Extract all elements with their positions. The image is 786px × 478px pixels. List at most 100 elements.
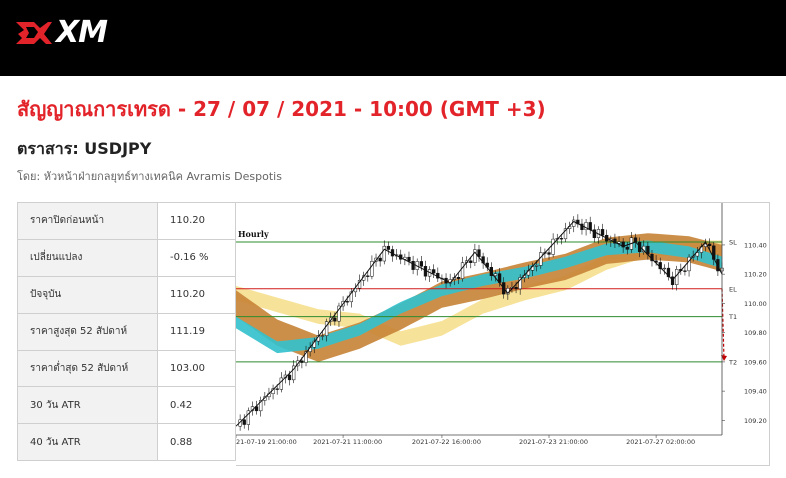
- stat-label: ราคาต่ำสุด 52 สัปดาห์: [17, 349, 158, 388]
- table-row: ราคาต่ำสุด 52 สัปดาห์ 103.00: [17, 349, 236, 388]
- x-tick-label: 2021-07-22 16:00:00: [412, 438, 481, 446]
- stat-value: 111.19: [157, 312, 236, 351]
- candle-body: [625, 246, 629, 250]
- y-tick-label: 110.40: [744, 241, 767, 249]
- candle-body: [287, 374, 292, 381]
- candle-body: [378, 257, 382, 262]
- candle-body: [683, 270, 687, 272]
- candle-body: [349, 291, 353, 303]
- candle-body: [366, 275, 370, 277]
- x-tick-label: 2021-07-23 21:00:00: [519, 438, 588, 446]
- candle-body: [662, 267, 666, 270]
- stat-label: เปลี่ยนแปลง: [17, 238, 158, 277]
- candle-body: [382, 245, 386, 262]
- candle-body: [469, 260, 473, 263]
- candle-body: [345, 301, 349, 303]
- table-row: 30 วัน ATR 0.42: [17, 386, 236, 425]
- ma-band-1: [236, 240, 722, 346]
- candle-body: [712, 245, 716, 260]
- xm-logo[interactable]: XM: [14, 15, 108, 50]
- candle-body: [337, 305, 341, 322]
- candle-body: [666, 267, 671, 278]
- zigzag-line: [236, 220, 723, 427]
- stat-label: ปัจจุบัน: [17, 275, 158, 314]
- candle-body: [333, 317, 337, 322]
- candle-body: [559, 238, 564, 240]
- stat-label: ราคาสูงสุด 52 สัปดาห์: [17, 312, 158, 351]
- candle-body: [460, 262, 465, 279]
- candle-body: [320, 335, 325, 337]
- candle-body: [493, 273, 498, 276]
- candle-body: [407, 256, 411, 262]
- level-label-el: EL: [729, 285, 737, 293]
- candle-body: [304, 351, 308, 363]
- candle-body: [633, 237, 638, 243]
- candle-body: [242, 419, 246, 425]
- candle-body: [707, 243, 712, 247]
- x-tick-label: 21-07-19 21:00:00: [236, 438, 297, 446]
- candle-body: [300, 360, 304, 363]
- candle-body: [695, 252, 699, 257]
- table-row: เปลี่ยนแปลง -0.16 %: [17, 238, 236, 277]
- logo-text: XM: [56, 15, 108, 50]
- projection-arrow-head: [721, 354, 727, 361]
- stat-value: 0.42: [157, 386, 236, 425]
- stat-label: ราคาปิดก่อนหน้า: [17, 202, 158, 240]
- y-tick-label: 109.80: [744, 329, 767, 337]
- y-tick-label: 109.40: [744, 388, 767, 396]
- candle-body: [279, 377, 283, 390]
- candle-body: [275, 388, 279, 390]
- candle-body: [324, 321, 329, 336]
- candle-body: [592, 229, 596, 238]
- y-tick-label: 110.00: [744, 300, 767, 308]
- candle-body: [584, 222, 588, 231]
- level-label-t2: T2: [728, 358, 737, 366]
- candle-body: [514, 287, 518, 290]
- table-row: ราคาปิดก่อนหน้า 110.20: [17, 202, 236, 240]
- candle-body: [535, 265, 539, 267]
- candle-body: [617, 241, 621, 244]
- stat-label: 30 วัน ATR: [17, 386, 158, 425]
- candle-body: [432, 269, 436, 274]
- timeframe-label: Hourly: [238, 229, 269, 239]
- stat-value: 0.88: [157, 423, 236, 462]
- candle-body: [292, 365, 296, 381]
- stat-label: 40 วัน ATR: [17, 423, 158, 462]
- table-row: ปัจจุบัน 110.20: [17, 275, 236, 314]
- candle-body: [547, 252, 551, 255]
- candle-body: [259, 400, 263, 412]
- candle-body: [588, 222, 592, 230]
- candle-body: [670, 276, 675, 285]
- stats-table: ราคาปิดก่อนหน้า 110.20 เปลี่ยนแปลง -0.16 %…: [17, 202, 236, 462]
- candle-body: [411, 260, 415, 270]
- table-row: 40 วัน ATR 0.88: [17, 423, 236, 462]
- candle-body: [456, 277, 461, 279]
- ma-band-3: [236, 240, 722, 354]
- stat-value: 103.00: [157, 349, 236, 388]
- page-title: สัญญาณการเทรด - 27 / 07 / 2021 - 10:00 (…: [17, 97, 546, 121]
- table-row: ราคาสูงสุด 52 สัปดาห์ 111.19: [17, 312, 236, 351]
- chart-canvas: SL EL T1 T2 110.40 110.20 110.00 109.80 109.60 1…: [236, 203, 767, 446]
- candle-body: [370, 261, 374, 277]
- stat-value: 110.20: [157, 202, 236, 240]
- stat-value: 110.20: [157, 275, 236, 314]
- stat-value: -0.16 %: [157, 238, 236, 277]
- y-tick-label: 109.60: [744, 358, 767, 366]
- top-bar: XM: [0, 0, 786, 76]
- price-chart[interactable]: SL EL T1 T2 110.40 110.20 110.00 109.80 109.60 1…: [236, 202, 770, 466]
- candle-body: [518, 277, 522, 290]
- level-label-sl: SL: [729, 239, 737, 247]
- candle-body: [254, 406, 259, 412]
- candle-body: [600, 229, 605, 236]
- instrument-heading: ตราสาร: USDJPY: [17, 139, 152, 158]
- candle-body: [419, 261, 423, 267]
- candle-body: [473, 249, 477, 263]
- candle-body: [563, 228, 568, 240]
- x-tick-label: 2021-07-27 02:00:00: [626, 438, 695, 446]
- candle-body: [621, 241, 625, 248]
- candle-body: [687, 256, 691, 272]
- x-tick-label: 2021-07-21 11:00:00: [313, 438, 382, 446]
- candle-body: [246, 410, 251, 425]
- candle-body: [386, 245, 391, 250]
- xm-logo-mark-icon: [16, 22, 52, 44]
